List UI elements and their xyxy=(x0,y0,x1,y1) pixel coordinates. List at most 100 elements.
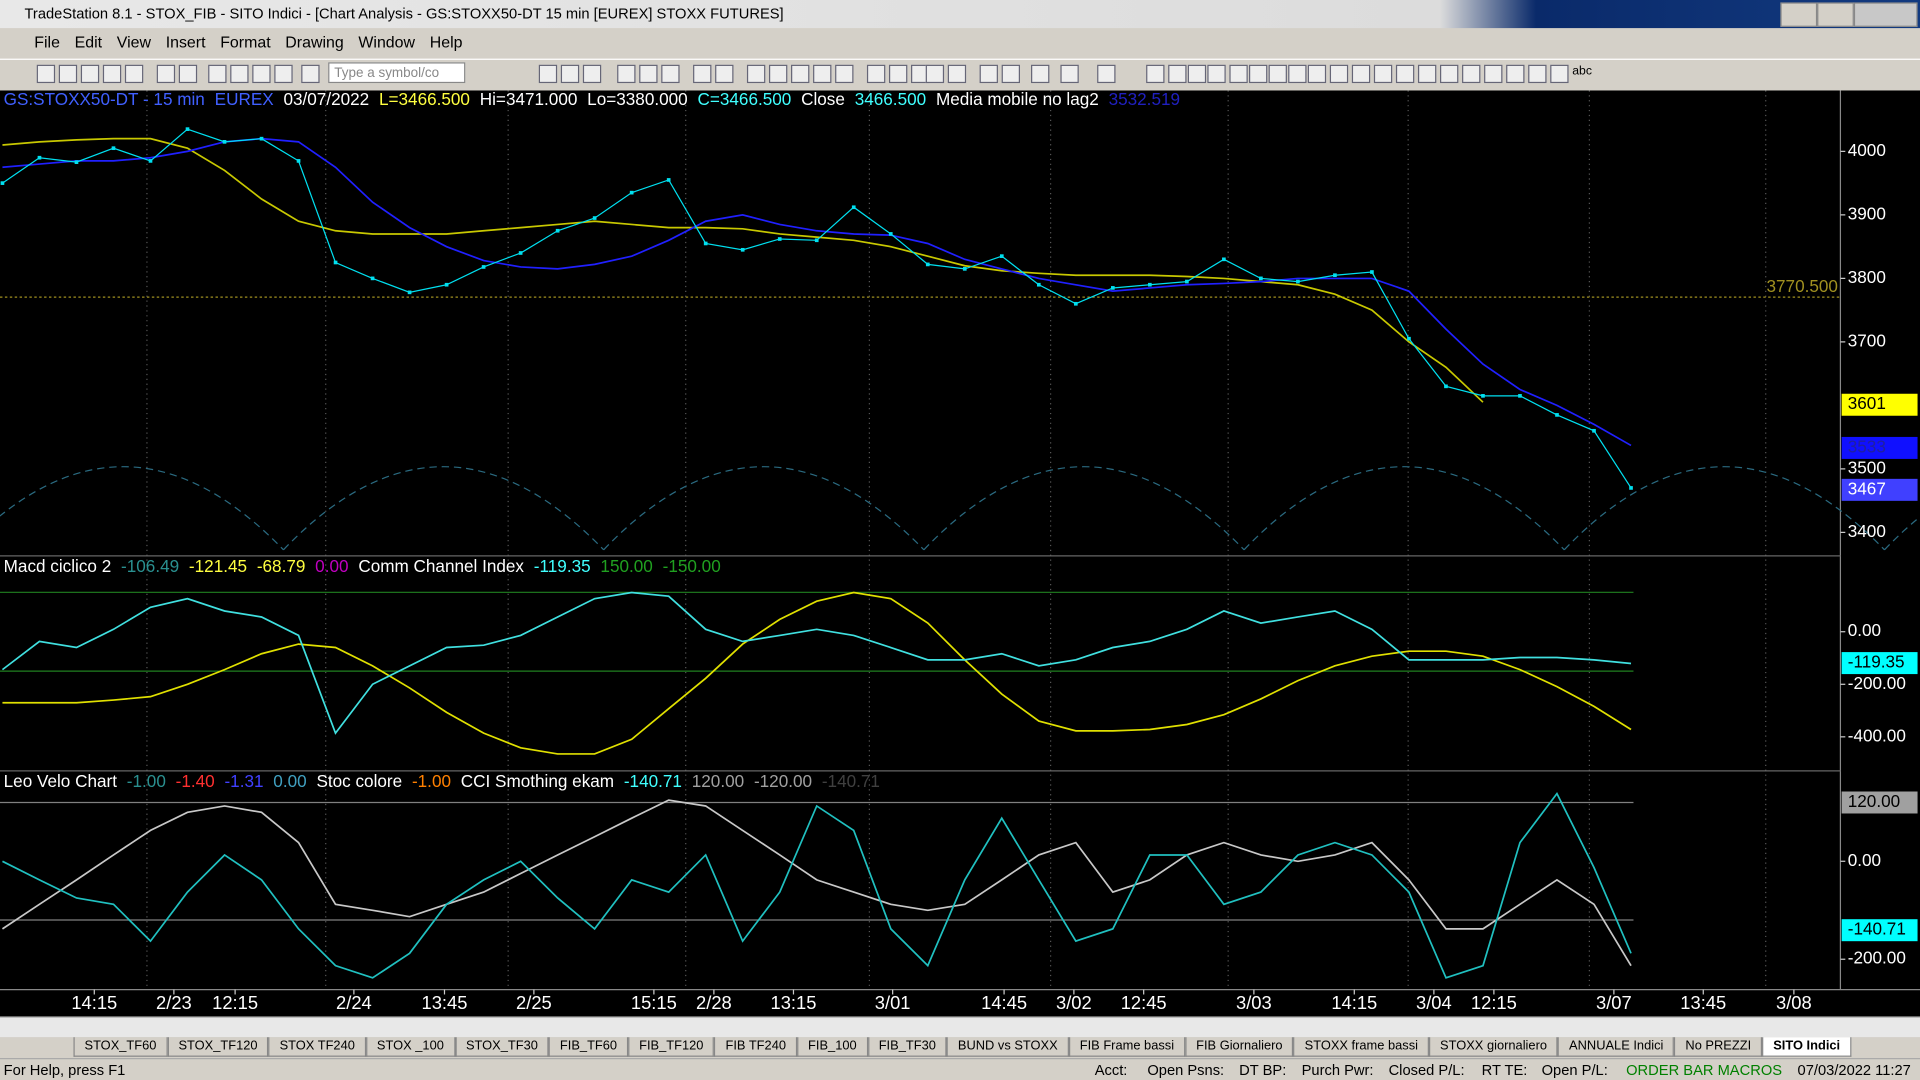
text-tool[interactable]: abc xyxy=(1572,64,1592,79)
toolbar-button[interactable] xyxy=(746,64,766,84)
toolbar-button[interactable] xyxy=(1329,64,1349,84)
workspace-tab[interactable]: STOX _100 xyxy=(365,1037,455,1057)
toolbar-button[interactable] xyxy=(1097,64,1116,84)
toolbar-button[interactable] xyxy=(1229,64,1248,84)
toolbar-button[interactable] xyxy=(1395,64,1415,84)
toolbar-button[interactable] xyxy=(58,64,78,84)
toolbar-button[interactable] xyxy=(156,64,176,84)
toolbar-button[interactable] xyxy=(979,64,998,84)
toolbar-button[interactable] xyxy=(835,64,854,84)
close-button[interactable] xyxy=(1853,2,1918,27)
toolbar-button[interactable] xyxy=(1440,64,1459,84)
toolbar-button[interactable] xyxy=(1207,64,1226,84)
toolbar-button[interactable] xyxy=(715,64,734,84)
toolbar-button[interactable] xyxy=(1462,64,1481,84)
toolbar-button[interactable] xyxy=(947,64,967,84)
menu-item[interactable]: Edit xyxy=(74,32,103,52)
order-bar-macros[interactable]: ORDER BAR MACROS xyxy=(1626,1061,1783,1079)
price-point xyxy=(111,146,116,151)
price-point xyxy=(74,160,79,164)
workspace-tab[interactable]: FIB Frame bassi xyxy=(1068,1037,1186,1057)
status-field: Purch Pwr: xyxy=(1301,1061,1374,1079)
workspace-tab[interactable]: FIB_100 xyxy=(797,1037,868,1057)
workspace-tab[interactable]: No PREZZI xyxy=(1674,1037,1763,1057)
toolbar-button[interactable] xyxy=(301,64,320,84)
symbol-input[interactable]: Type a symbol/co xyxy=(328,62,466,84)
toolbar-button[interactable] xyxy=(560,64,580,84)
toolbar-button[interactable] xyxy=(813,64,832,84)
toolbar-button[interactable] xyxy=(178,64,198,84)
toolbar-button[interactable] xyxy=(639,64,658,84)
workspace-tab[interactable]: ANNUALE Indici xyxy=(1558,1037,1675,1057)
status-field: Open Psns: xyxy=(1147,1061,1225,1079)
toolbar-button[interactable] xyxy=(1031,64,1050,84)
toolbar-button[interactable] xyxy=(888,64,908,84)
toolbar-button[interactable] xyxy=(1060,64,1079,84)
price-point xyxy=(555,228,560,233)
toolbar-button[interactable] xyxy=(80,64,100,84)
workspace-tab[interactable]: STOX_TF120 xyxy=(167,1037,269,1057)
toolbar-button[interactable] xyxy=(1373,64,1393,84)
toolbar-button[interactable] xyxy=(1268,64,1287,84)
toolbar-button[interactable] xyxy=(36,64,56,84)
time-label: 3/04 xyxy=(1416,992,1452,1013)
workspace-tab[interactable]: FIB_TF60 xyxy=(548,1037,629,1057)
workspace-tab[interactable]: STOXX giornaliero xyxy=(1429,1037,1559,1057)
toolbar-button[interactable] xyxy=(1528,64,1547,84)
last-value-label: 3601 xyxy=(1848,394,1886,413)
toolbar-button[interactable] xyxy=(1307,64,1327,84)
workspace-tab[interactable]: FIB_TF120 xyxy=(628,1037,715,1057)
status-datetime: 07/03/2022 11:27 xyxy=(1797,1061,1911,1079)
toolbar-button[interactable] xyxy=(208,64,227,84)
toolbar-button[interactable] xyxy=(1351,64,1371,84)
workspace-tab[interactable]: BUND vs STOXX xyxy=(946,1037,1069,1057)
menu-item[interactable]: Drawing xyxy=(285,32,344,52)
menu-item[interactable]: Window xyxy=(358,32,416,52)
toolbar-button[interactable] xyxy=(124,64,144,84)
workspace-tab[interactable]: FIB Giornaliero xyxy=(1185,1037,1294,1057)
toolbar-button[interactable] xyxy=(102,64,122,84)
horizontal-scrollbar[interactable] xyxy=(0,1016,1920,1038)
toolbar-button[interactable] xyxy=(1417,64,1437,84)
toolbar-button[interactable] xyxy=(1506,64,1525,84)
toolbar-button[interactable] xyxy=(252,64,271,84)
last-value-box xyxy=(1841,919,1918,942)
restore-button[interactable] xyxy=(1817,2,1854,27)
header-item: -150.00 xyxy=(663,556,721,575)
workspace-tab[interactable]: STOX TF240 xyxy=(268,1037,366,1057)
toolbar-button[interactable] xyxy=(925,64,945,84)
workspace-tab[interactable]: STOX_TF60 xyxy=(73,1037,168,1057)
menu-item[interactable]: File xyxy=(34,32,60,52)
toolbar-button[interactable] xyxy=(1187,64,1207,84)
y-tick-label: 3800 xyxy=(1848,268,1886,287)
toolbar-button[interactable] xyxy=(617,64,636,84)
workspace-tab[interactable]: FIB TF240 xyxy=(714,1037,798,1057)
toolbar-button[interactable] xyxy=(230,64,249,84)
toolbar-button[interactable] xyxy=(1168,64,1187,84)
workspace-tab[interactable]: STOX_TF30 xyxy=(454,1037,549,1057)
menu-item[interactable]: Format xyxy=(220,32,271,52)
toolbar-button[interactable] xyxy=(1146,64,1165,84)
toolbar-button[interactable] xyxy=(1001,64,1021,84)
toolbar-button[interactable] xyxy=(791,64,810,84)
toolbar-button[interactable] xyxy=(1248,64,1268,84)
toolbar-button[interactable] xyxy=(1550,64,1569,84)
toolbar-button[interactable] xyxy=(1288,64,1307,84)
menu-item[interactable]: View xyxy=(116,32,151,52)
toolbar-button[interactable] xyxy=(1484,64,1503,84)
toolbar-button[interactable] xyxy=(661,64,680,84)
workspace-tab[interactable]: STOXX frame bassi xyxy=(1293,1037,1430,1057)
chart-area: GS:STOXX50-DT - 15 min EUREX 03/07/2022 L=3… xyxy=(0,90,1920,1017)
workspace-tab[interactable]: SITO Indici xyxy=(1762,1037,1852,1057)
minimize-button[interactable] xyxy=(1780,2,1818,27)
toolbar-button[interactable] xyxy=(866,64,886,84)
menu-item[interactable]: Insert xyxy=(165,32,206,52)
menu-item[interactable]: Help xyxy=(429,32,463,52)
toolbar-button[interactable] xyxy=(582,64,602,84)
toolbar-button[interactable] xyxy=(768,64,788,84)
toolbar-button[interactable] xyxy=(693,64,712,84)
toolbar-button[interactable] xyxy=(274,64,293,84)
toolbar-button[interactable] xyxy=(538,64,558,84)
workspace-tab[interactable]: FIB_TF30 xyxy=(867,1037,947,1057)
price-point xyxy=(1148,282,1152,287)
